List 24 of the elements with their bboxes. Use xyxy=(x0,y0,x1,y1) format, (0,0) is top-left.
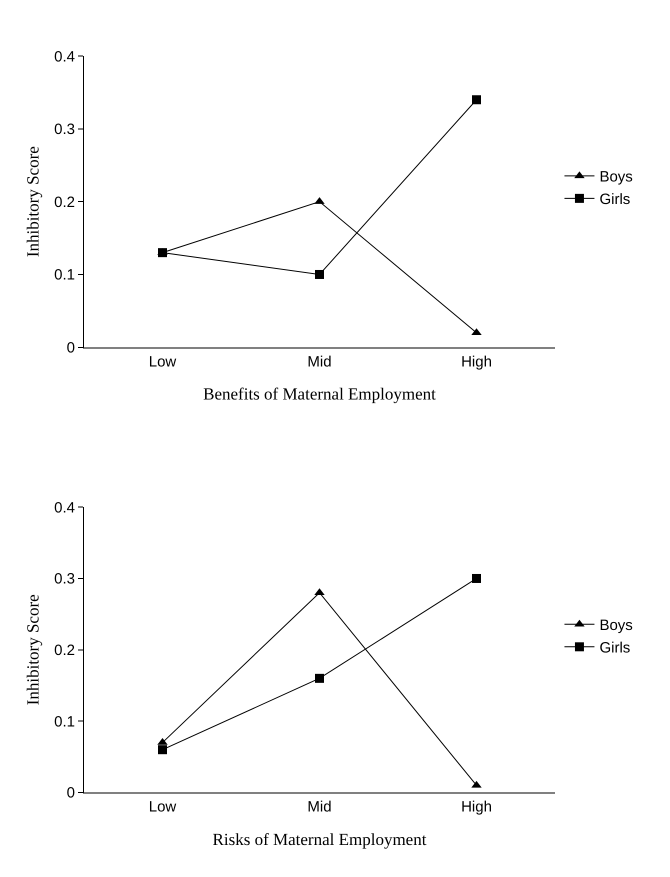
x-tick-label: High xyxy=(461,353,492,370)
y-axis-title: Inhibitory Score xyxy=(24,146,43,258)
y-tick-label: 0.2 xyxy=(54,194,75,211)
y-tick-label: 0.2 xyxy=(54,642,75,660)
x-tick-label: Mid xyxy=(307,798,332,816)
y-tick-label: 0.1 xyxy=(54,713,75,730)
y-tick-label: 0.3 xyxy=(54,570,75,588)
y-axis-title: Inhibitory Score xyxy=(24,594,43,706)
x-axis-title: Risks of Maternal Employment xyxy=(212,830,427,849)
x-tick-label: Mid xyxy=(307,353,332,370)
x-axis-title: Benefits of Maternal Employment xyxy=(203,384,436,404)
legend-label: Boys xyxy=(599,168,633,186)
y-tick-label: 0.4 xyxy=(54,499,75,516)
x-tick-label: Low xyxy=(148,798,176,816)
y-tick-label: 0.1 xyxy=(54,266,75,284)
y-tick-label: 0 xyxy=(66,784,75,802)
y-tick-label: 0.4 xyxy=(54,48,75,66)
y-tick-label: 0 xyxy=(66,340,75,357)
x-tick-label: Low xyxy=(148,353,176,370)
x-tick-label: High xyxy=(461,798,492,816)
y-tick-label: 0.3 xyxy=(54,121,75,138)
legend-label: Girls xyxy=(599,191,630,208)
legend-label: Girls xyxy=(599,640,630,657)
legend-label: Boys xyxy=(599,617,633,634)
